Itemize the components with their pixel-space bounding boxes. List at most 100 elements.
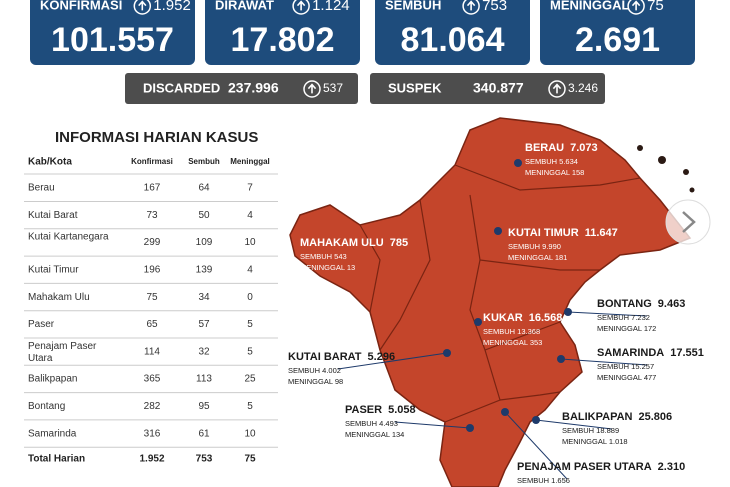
- table-cell: 34: [198, 292, 210, 303]
- table-cell: 167: [144, 183, 161, 194]
- table-cell: 25: [244, 374, 256, 385]
- table-cell: 5: [247, 346, 253, 357]
- leader-line: [560, 358, 648, 366]
- region-name: PASER: [345, 404, 382, 416]
- table-cell: 95: [198, 401, 210, 412]
- leader-line: [535, 419, 613, 430]
- table-header: Sembuh: [188, 157, 220, 166]
- table-cell: 0: [247, 292, 253, 303]
- arrow-icon: [292, 0, 310, 15]
- table-row-label: Kutai Kartanegara: [28, 231, 109, 242]
- arrow-icon: [466, 0, 476, 11]
- region-value: 5.296: [368, 351, 396, 363]
- region-name: MAHAKAM ULU: [300, 237, 384, 249]
- region-name: KUTAI BARAT: [288, 351, 362, 363]
- region-title: BONTANG 9.463: [597, 298, 685, 310]
- region-sembuh: SEMBUH 4.493: [345, 419, 398, 428]
- table-row-label: Samarinda: [28, 428, 77, 439]
- table-total: Total Harian: [28, 454, 85, 465]
- region-title: PENAJAM PASER UTARA 2.310: [517, 461, 685, 473]
- arrow-icon: [631, 0, 641, 11]
- table-row-label-line: Penajam Paser: [28, 340, 97, 351]
- table-header: Kab/Kota: [28, 157, 72, 168]
- table-total: 753: [196, 454, 213, 465]
- table-cell: 365: [144, 374, 161, 385]
- arrow-icon: [307, 83, 317, 94]
- table-cell: 316: [144, 428, 161, 439]
- location-dot: [474, 318, 482, 326]
- stat-delta: 1.952: [153, 0, 191, 14]
- table-cell: 50: [198, 210, 210, 221]
- next-button[interactable]: [665, 199, 711, 245]
- province-shape: [289, 117, 692, 487]
- table-cell: 65: [146, 319, 158, 330]
- table-row-label: Mahakam Ulu: [28, 292, 90, 303]
- table-cell: 10: [244, 428, 256, 439]
- location-dot: [501, 408, 509, 416]
- stat-value: 101.557: [51, 21, 174, 59]
- stat-delta: 753: [482, 0, 507, 14]
- islands: [637, 145, 695, 193]
- region-value: 9.463: [658, 298, 686, 310]
- table-row-label: Kutai Barat: [28, 210, 78, 221]
- stat-box: [540, 0, 695, 65]
- stat-box: [375, 0, 530, 65]
- arrow-icon: [462, 0, 480, 15]
- region-sembuh: SEMBUH 15.257: [597, 362, 654, 371]
- table-cell: 139: [196, 265, 213, 276]
- region-title: BALIKPAPAN 25.806: [562, 411, 672, 423]
- stat-delta: 1.124: [312, 0, 350, 14]
- table-row-label: Balikpapan: [28, 374, 77, 385]
- table-cell: 61: [198, 428, 210, 439]
- arrow-icon: [138, 0, 147, 11]
- region-value: 5.058: [388, 404, 416, 416]
- table-cell: 282: [144, 401, 161, 412]
- leader-line: [394, 421, 471, 429]
- table-cell: 7: [247, 183, 253, 194]
- stat-value: 81.064: [401, 21, 505, 59]
- region-name: KUTAI TIMUR: [508, 227, 579, 239]
- region-name: KUKAR: [483, 312, 523, 324]
- leader-line: [504, 411, 568, 480]
- table-cell: 4: [247, 265, 253, 276]
- secondary-box: [125, 73, 358, 104]
- region-value: 785: [390, 237, 408, 249]
- table-row-label-line: Kutai Kartanegara: [28, 231, 109, 242]
- region-meninggal: MENINGGAL 134: [345, 430, 404, 439]
- table-cell: 73: [146, 210, 158, 221]
- table-row-label: Berau: [28, 183, 55, 194]
- location-dot: [564, 308, 572, 316]
- region-meninggal: MENINGGAL 1.018: [562, 437, 628, 446]
- table-cell: 75: [146, 292, 158, 303]
- table-header: Meninggal: [230, 157, 270, 166]
- table-title: INFORMASI HARIAN KASUS: [55, 129, 258, 146]
- arrow-icon: [548, 80, 566, 98]
- region-title: KUTAI BARAT 5.296: [288, 351, 395, 363]
- stat-value: 17.802: [231, 21, 335, 59]
- region-borders: [359, 164, 641, 423]
- region-name: BALIKPAPAN: [562, 411, 633, 423]
- region-meninggal: MENINGGAL 172: [597, 324, 656, 333]
- location-dot: [466, 424, 474, 432]
- region-sembuh: SEMBUH 18.889: [562, 426, 619, 435]
- region-meninggal: MENINGGAL 98: [288, 377, 343, 386]
- stat-value: 2.691: [575, 21, 660, 59]
- secondary-value: 340.877: [473, 80, 524, 96]
- table-cell: 114: [144, 346, 160, 357]
- region-sembuh: SEMBUH 4.002: [288, 366, 341, 375]
- table-row-label: Paser: [28, 319, 55, 330]
- stat-box: [30, 0, 195, 65]
- arrow-icon: [627, 0, 645, 15]
- region-value: 17.551: [670, 347, 704, 359]
- region-value: 16.568: [529, 312, 563, 324]
- table-header: Konfirmasi: [131, 157, 173, 166]
- location-dot: [494, 227, 502, 235]
- table-cell: 57: [198, 319, 210, 330]
- table-cell: 32: [198, 346, 210, 357]
- region-title: SAMARINDA 17.551: [597, 347, 704, 359]
- region-name: SAMARINDA: [597, 347, 664, 359]
- stat-label: KONFIRMASI: [40, 0, 122, 12]
- secondary-delta: 3.246: [568, 81, 598, 95]
- table-cell: 64: [198, 183, 210, 194]
